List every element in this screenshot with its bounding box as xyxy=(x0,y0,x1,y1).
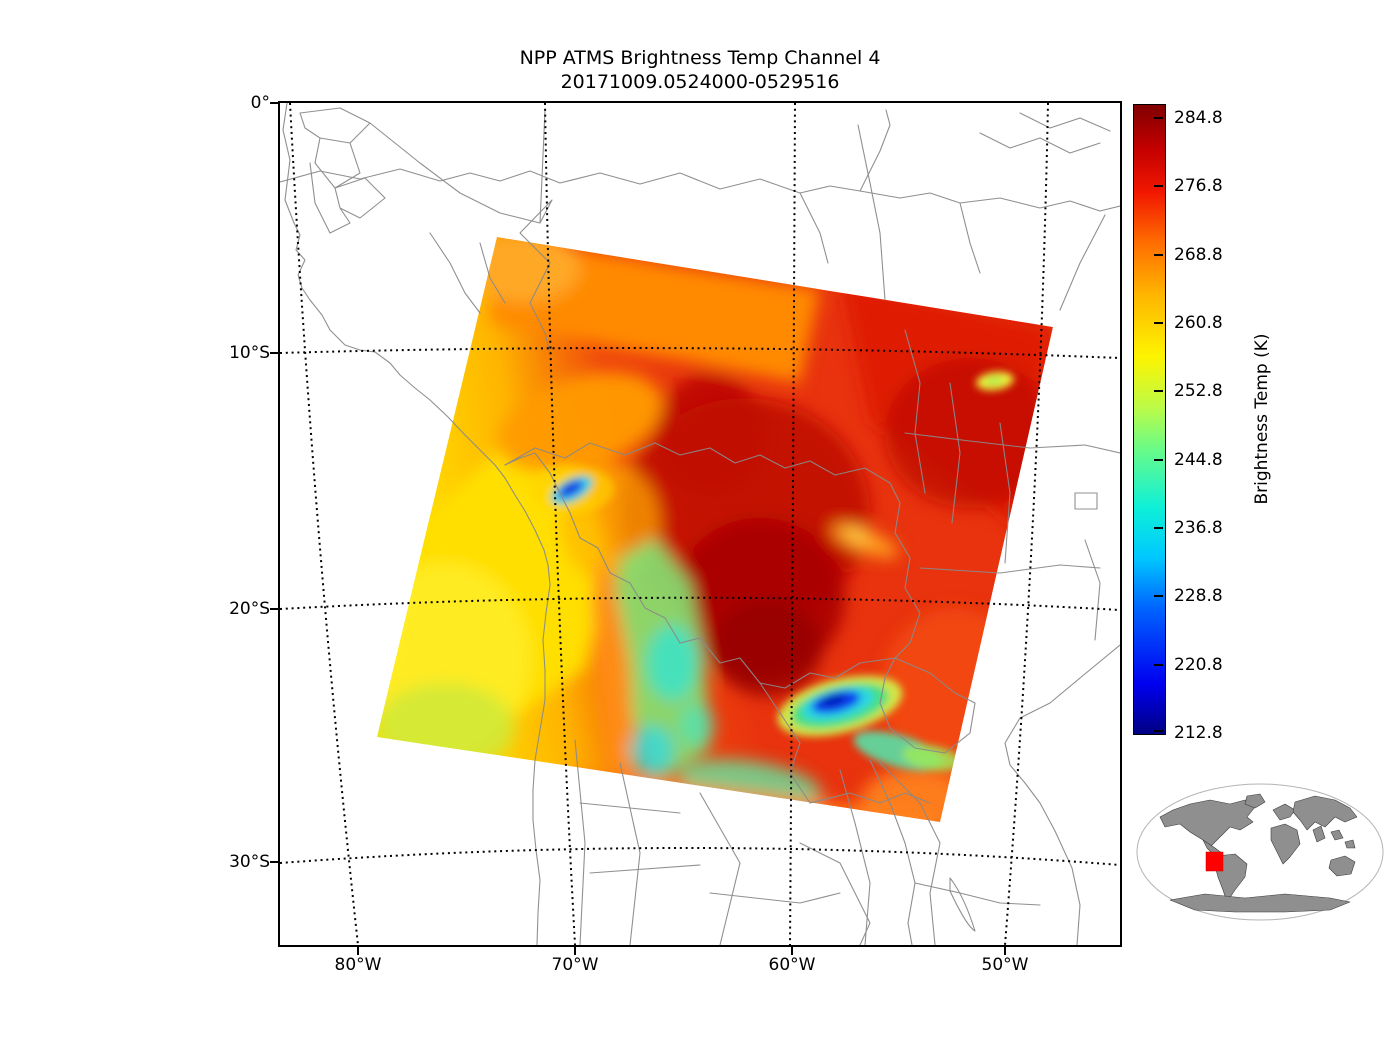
cb-label-284: 284.8 xyxy=(1174,108,1223,128)
cb-label-228: 228.8 xyxy=(1174,586,1223,606)
lon-label-60w: 60°W xyxy=(768,955,816,975)
lat-label-20s: 20°S xyxy=(229,599,270,619)
asia xyxy=(1292,795,1358,831)
cb-tick-1 xyxy=(1154,185,1163,187)
lagoa-dos-patos xyxy=(949,877,976,932)
brazil-state-border-diagonal xyxy=(857,124,1106,311)
argentina-province-borders xyxy=(574,739,941,945)
titicaca-core xyxy=(563,483,577,493)
lat-label-0: 0° xyxy=(250,93,270,113)
cb-label-236: 236.8 xyxy=(1174,518,1223,538)
cb-label-260: 260.8 xyxy=(1174,313,1223,333)
meridian-60w xyxy=(789,103,796,945)
antarctica xyxy=(1169,893,1351,913)
lat-tick-0 xyxy=(270,102,279,104)
lon-tick-50w xyxy=(1004,946,1006,955)
orange-band-upperleft xyxy=(497,372,663,474)
bolivia-west-border xyxy=(504,452,761,684)
lat-tick-30s xyxy=(270,861,279,863)
cb-label-220: 220.8 xyxy=(1174,655,1223,675)
cb-tick-4 xyxy=(1154,390,1163,392)
cb-label-212: 212.8 xyxy=(1174,723,1223,743)
colorbar xyxy=(1133,104,1166,735)
orange-corner xyxy=(470,237,580,303)
peru-rivers xyxy=(429,232,506,314)
lon-tick-60w xyxy=(791,946,793,955)
north-america xyxy=(1159,799,1256,848)
yellow-streak-bright xyxy=(843,527,871,543)
cb-tick-7 xyxy=(1154,595,1163,597)
brightness-temp-swath xyxy=(377,237,1053,822)
lon-label-50w: 50°W xyxy=(981,955,1029,975)
brazil-state-borders-east xyxy=(904,329,1120,641)
pacific-coastline xyxy=(282,103,551,945)
europe xyxy=(1272,803,1296,821)
greenland xyxy=(1244,793,1266,809)
cb-tick-3 xyxy=(1154,322,1163,324)
australia xyxy=(1328,855,1356,877)
ecuador-colombia-borders xyxy=(299,107,553,354)
amazon-river xyxy=(280,109,1120,274)
atlantic-coastline xyxy=(1004,644,1120,945)
cb-tick-6 xyxy=(1154,527,1163,529)
parallel-10s xyxy=(280,347,1120,359)
southeast-asia xyxy=(1330,829,1356,849)
cb-tick-5 xyxy=(1154,459,1163,461)
colorbar-axis-label: Brightness Temp (K) xyxy=(1252,333,1272,505)
storm-core xyxy=(820,694,846,706)
parallel-30s xyxy=(280,847,1120,866)
cyan-patch-1 xyxy=(646,625,698,701)
lon-label-70w: 70°W xyxy=(551,955,599,975)
map-axes xyxy=(278,101,1122,947)
meridian-70w xyxy=(544,103,576,945)
orange-corner-southeast xyxy=(860,768,970,822)
map-canvas xyxy=(280,103,1120,945)
swath-location-highlight xyxy=(1205,851,1224,872)
yellowgreen-southwest xyxy=(377,683,515,773)
meridian-50w xyxy=(1004,103,1049,945)
cb-label-276: 276.8 xyxy=(1174,176,1223,196)
meridian-80w xyxy=(289,103,359,945)
cyan-patch-3 xyxy=(678,703,714,747)
darkred-northeast xyxy=(885,358,1053,508)
darkest-core xyxy=(712,600,822,696)
parallel-20s xyxy=(280,596,1120,611)
lon-tick-70w xyxy=(574,946,576,955)
lat-tick-20s xyxy=(270,608,279,610)
india xyxy=(1312,825,1326,843)
lon-label-80w: 80°W xyxy=(334,955,382,975)
swath-cold-spots xyxy=(530,371,1014,771)
bolivia-east-border xyxy=(889,482,921,659)
paraguay-border xyxy=(879,657,976,754)
lat-tick-10s xyxy=(270,352,279,354)
cyan-patch-2 xyxy=(630,725,674,777)
bolivia-north-border xyxy=(504,442,891,484)
bolivia-south-border xyxy=(759,657,896,689)
uruguay-parana-rivers xyxy=(839,759,1041,945)
cb-tick-2 xyxy=(1154,254,1163,256)
world-locator-map xyxy=(1136,783,1384,921)
cb-tick-9 xyxy=(1154,730,1163,732)
cb-label-252: 252.8 xyxy=(1174,381,1223,401)
cb-tick-8 xyxy=(1154,664,1163,666)
world-locator-inset xyxy=(1135,782,1385,924)
map-geography xyxy=(280,103,1120,945)
lat-label-30s: 30°S xyxy=(229,852,270,872)
cool-spot-ne-green xyxy=(985,376,1003,386)
plot-subtitle: 20171009.0524000-0529516 xyxy=(560,71,840,93)
orange-andes-strip xyxy=(592,551,633,781)
graticule xyxy=(280,103,1120,945)
africa xyxy=(1270,823,1301,865)
lon-tick-80w xyxy=(357,946,359,955)
plot-title: NPP ATMS Brightness Temp Channel 4 xyxy=(519,47,881,69)
cb-tick-0 xyxy=(1154,117,1163,119)
cb-label-268: 268.8 xyxy=(1174,245,1223,265)
lat-label-10s: 10°S xyxy=(229,343,270,363)
cb-label-244: 244.8 xyxy=(1174,450,1223,470)
